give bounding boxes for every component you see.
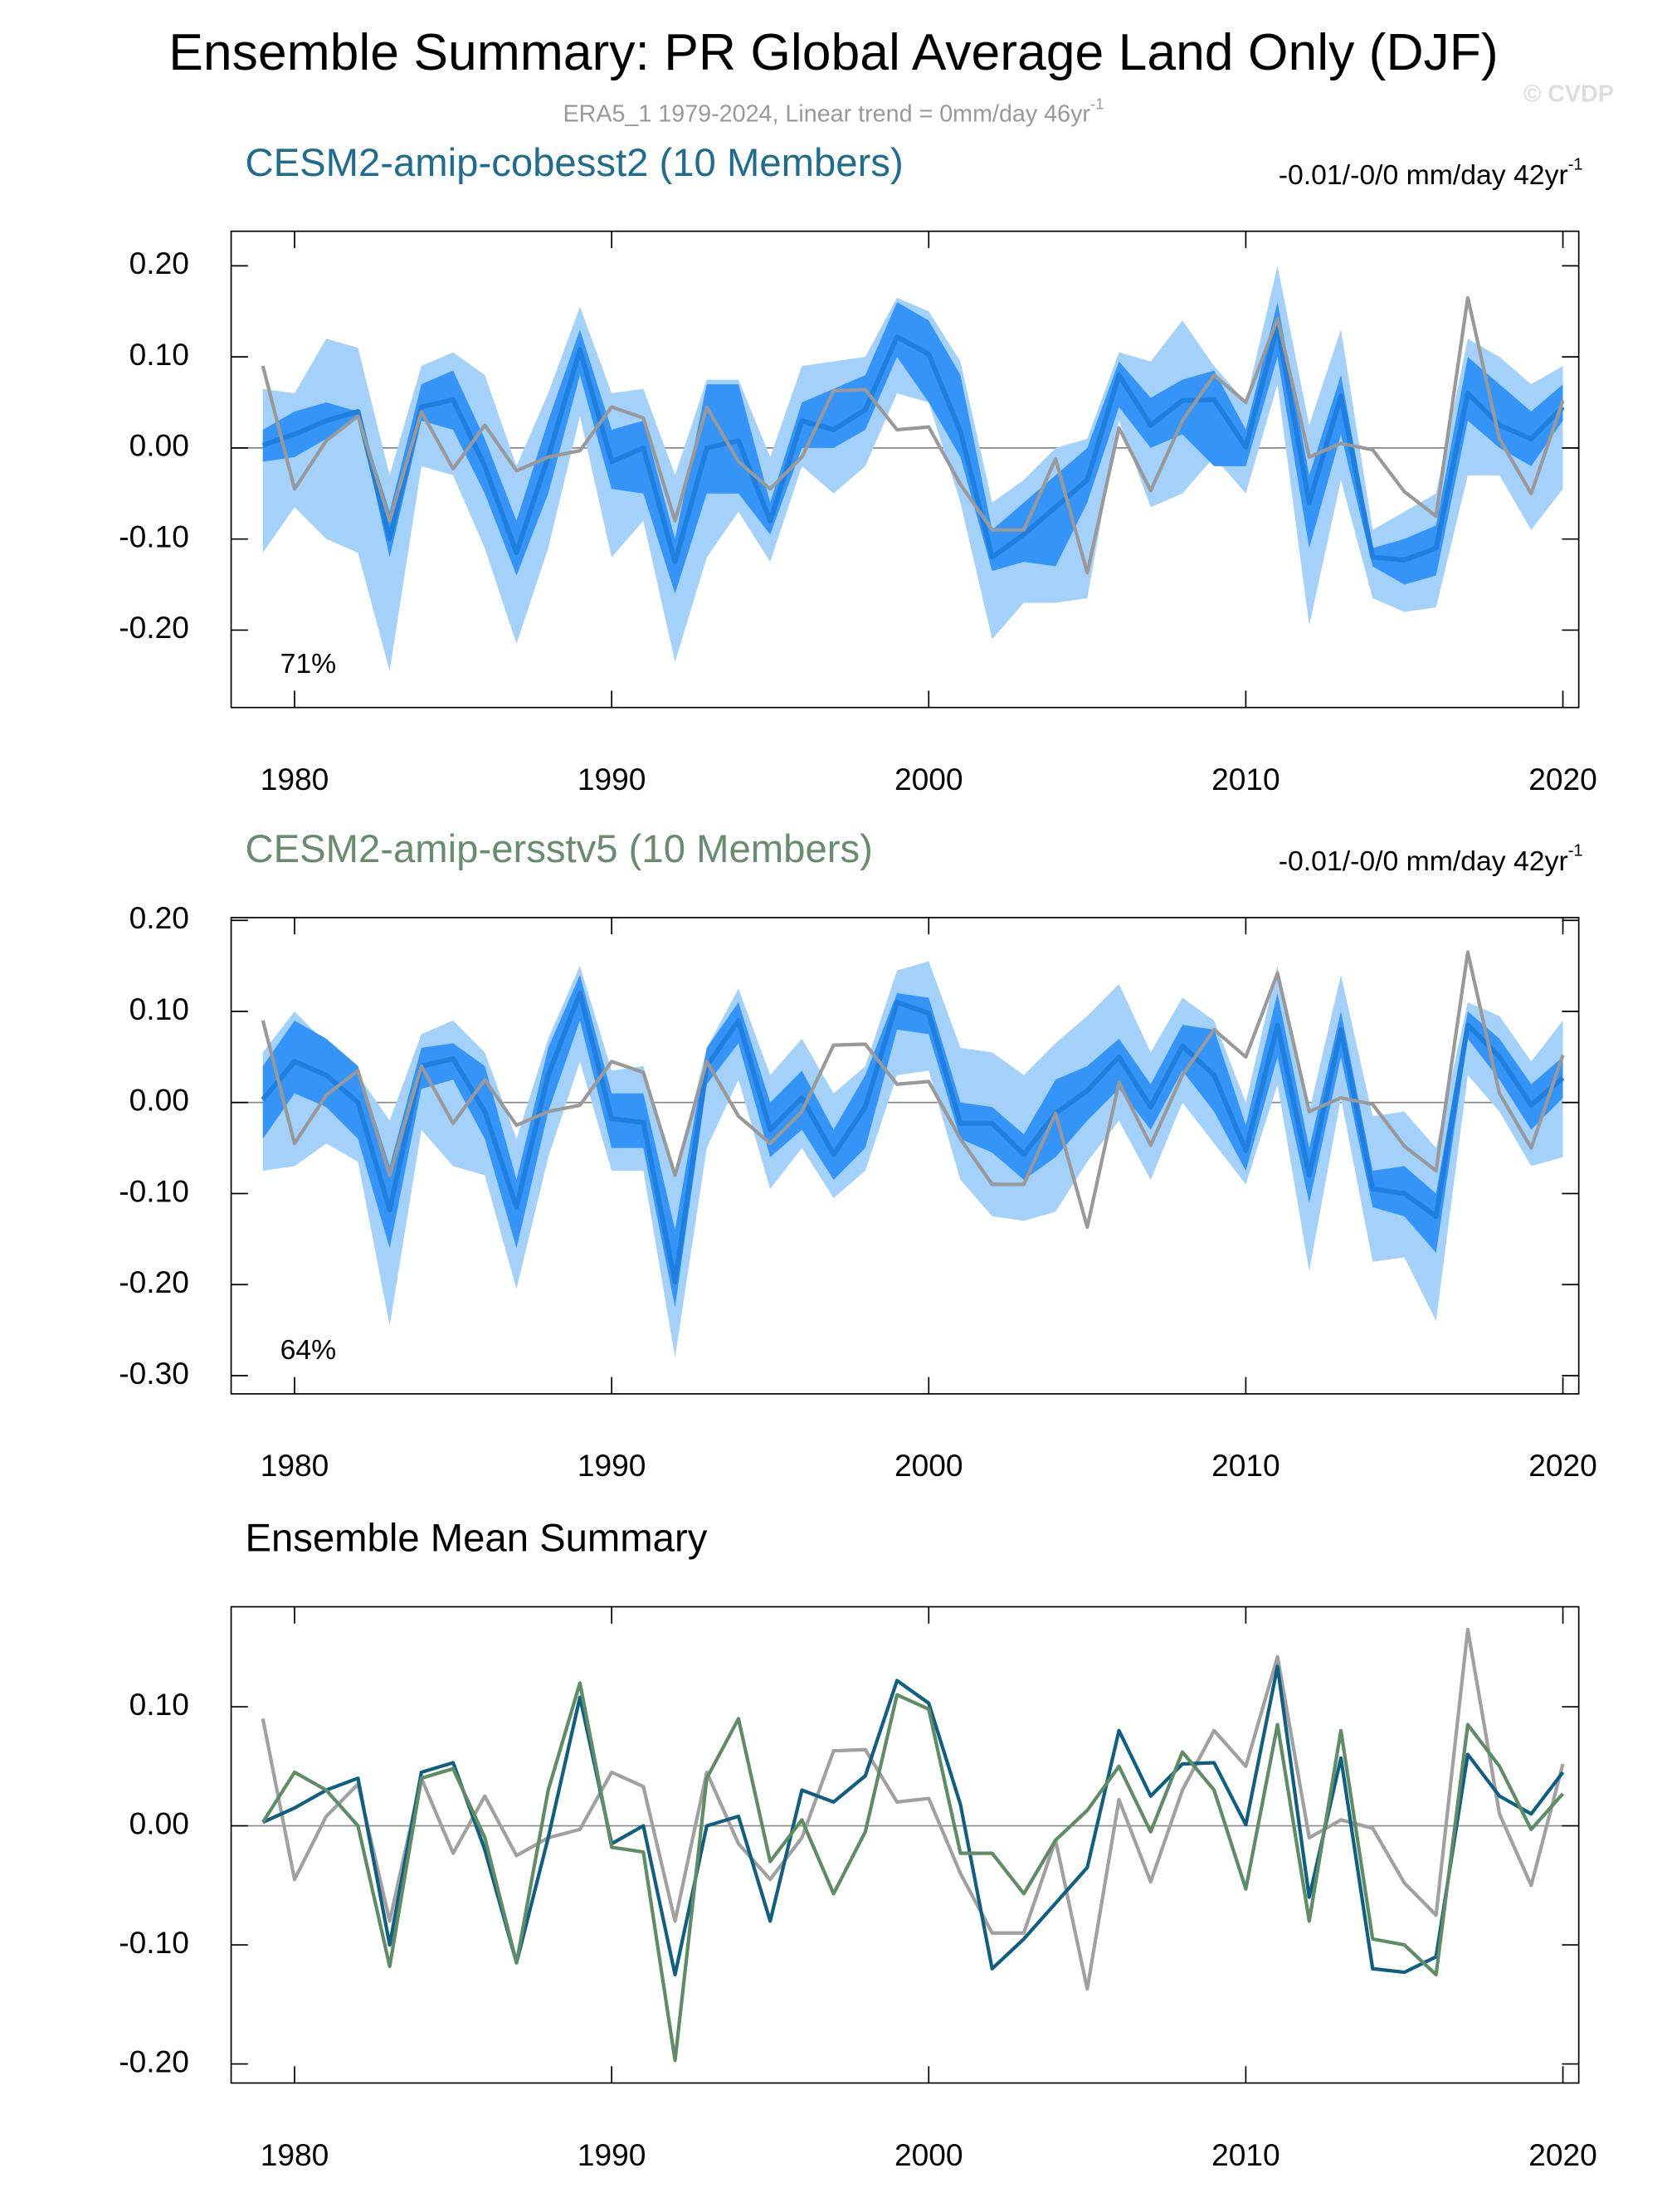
trend-text: -0.01/-0/0 mm/day 42yr xyxy=(1279,845,1568,877)
y-tick-label: -0.10 xyxy=(119,1173,189,1208)
y-tick-label: 0.20 xyxy=(129,246,189,280)
plot-frame xyxy=(230,917,1580,1395)
x-tick-label: 2010 xyxy=(1211,1448,1280,1483)
data-line xyxy=(261,991,1565,1284)
x-tick-label: 1980 xyxy=(261,762,329,797)
panel: CESM2-amip-ersstv5 (10 Members) -0.01/-0/… xyxy=(119,827,1597,1483)
plot-frame xyxy=(230,230,1580,709)
y-tick-label: -0.30 xyxy=(119,1356,189,1391)
y-tick-label: -0.20 xyxy=(119,1264,189,1299)
y-tick-label: -0.20 xyxy=(119,610,189,645)
trend-superscript: -1 xyxy=(1568,156,1583,174)
panel-title: CESM2-amip-cobesst2 (10 Members) xyxy=(245,141,903,185)
y-tick-label: -0.10 xyxy=(119,519,189,553)
trend-label: -0.01/-0/0 mm/day 42yr-1 xyxy=(1279,842,1583,877)
plot-area xyxy=(261,1627,1565,2063)
percent-label: 71% xyxy=(280,648,337,680)
x-tick-label: 1990 xyxy=(578,762,646,797)
x-tick-label: 1990 xyxy=(578,2137,646,2172)
panel: CESM2-amip-cobesst2 (10 Members) -0.01/-0… xyxy=(119,141,1597,797)
x-tick-label: 2000 xyxy=(894,1448,963,1483)
trend-superscript: -1 xyxy=(1568,842,1583,860)
data-line xyxy=(261,1681,1565,2063)
subtitle-text: ERA5_1 1979-2024, Linear trend = 0mm/day… xyxy=(563,100,1090,127)
watermark: © CVDP xyxy=(1523,81,1614,108)
data-line xyxy=(261,1627,1565,1991)
x-tick-label: 1990 xyxy=(578,1448,646,1483)
plot-area xyxy=(261,950,1565,1358)
x-tick-label: 2010 xyxy=(1211,762,1280,797)
trend-label: -0.01/-0/0 mm/day 42yr-1 xyxy=(1279,156,1583,191)
x-tick-label: 1980 xyxy=(261,1448,329,1483)
plot-area xyxy=(261,266,1565,671)
x-tick-label: 2020 xyxy=(1528,762,1597,797)
data-line xyxy=(261,323,1565,565)
y-tick-label: -0.10 xyxy=(119,1925,189,1960)
x-tick-label: 2000 xyxy=(894,2137,963,2172)
main-title: Ensemble Summary: PR Global Average Land… xyxy=(168,23,1498,81)
panel-title: CESM2-amip-ersstv5 (10 Members) xyxy=(245,827,872,871)
data-line xyxy=(261,1664,1565,1977)
y-tick-label: 0.10 xyxy=(129,337,189,372)
data-line xyxy=(261,295,1565,575)
subtitle-superscript: -1 xyxy=(1090,95,1104,113)
x-tick-label: 2000 xyxy=(894,762,963,797)
x-tick-label: 2020 xyxy=(1528,1448,1597,1483)
y-tick-label: 0.00 xyxy=(129,428,189,463)
y-tick-label: 0.20 xyxy=(129,900,189,935)
y-tick-label: 0.00 xyxy=(129,1805,189,1840)
percent-label: 64% xyxy=(280,1334,337,1366)
x-tick-label: 2020 xyxy=(1528,2137,1597,2172)
y-tick-label: -0.20 xyxy=(119,2044,189,2078)
plot-frame xyxy=(230,1605,1580,2084)
x-tick-label: 2010 xyxy=(1211,2137,1280,2172)
subtitle: ERA5_1 1979-2024, Linear trend = 0mm/day… xyxy=(563,95,1104,127)
panel: Ensemble Mean Summary 0.10 0.00 -0.10 -0.20 1… xyxy=(119,1517,1597,2172)
y-tick-label: 0.10 xyxy=(129,992,189,1026)
data-line xyxy=(261,950,1565,1230)
spread-band xyxy=(262,961,1563,1358)
panel-title: Ensemble Mean Summary xyxy=(245,1517,707,1561)
x-tick-label: 1980 xyxy=(261,2137,329,2172)
y-tick-label: 0.10 xyxy=(129,1687,189,1722)
trend-text: -0.01/-0/0 mm/day 42yr xyxy=(1279,159,1568,191)
y-tick-label: 0.00 xyxy=(129,1083,189,1118)
